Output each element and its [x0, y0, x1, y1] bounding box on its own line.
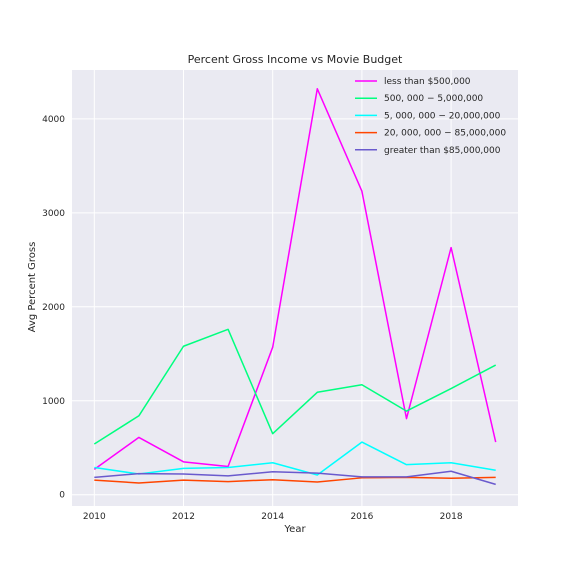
x-tick-label: 2016: [350, 512, 373, 522]
y-tick-label: 4000: [42, 115, 65, 125]
x-tick-label: 2012: [172, 512, 195, 522]
legend-label: greater than $85,000,000: [384, 146, 501, 156]
series-line-2: [93, 328, 497, 445]
legend-label: 5, 000, 000 − 20,000,000: [384, 111, 501, 121]
grid-lines: [72, 70, 518, 506]
y-tick-label: 3000: [42, 209, 65, 219]
series-line-1: [93, 88, 497, 470]
legend-label: less than $500,000: [384, 77, 471, 87]
legend-label: 20, 000, 000 − 85,000,000: [384, 129, 506, 139]
y-axis-label: Avg Percent Gross: [27, 242, 38, 333]
chart-title: Percent Gross Income vs Movie Budget: [188, 53, 403, 66]
x-tick-label: 2010: [83, 512, 106, 522]
series-line-4: [94, 476, 496, 484]
x-axis-label: Year: [283, 524, 306, 535]
series-line-3: [94, 441, 496, 476]
legend: less than $500,000 500, 000 − 5,000,000 5,…: [355, 77, 506, 156]
legend-label: 500, 000 − 5,000,000: [384, 94, 483, 104]
x-tick-label: 2014: [261, 512, 284, 522]
y-tick-label: 0: [59, 491, 65, 501]
y-tick-label: 1000: [42, 397, 65, 407]
series-line-5: [94, 470, 496, 486]
series-lines: [93, 88, 497, 486]
x-tick-label: 2018: [440, 512, 463, 522]
y-tick-label: 2000: [42, 303, 65, 313]
plot-area: [72, 70, 518, 506]
tick-labels: 2010 2012 2014 2016 2018 0 1000 2000 3000 4000: [42, 115, 463, 522]
